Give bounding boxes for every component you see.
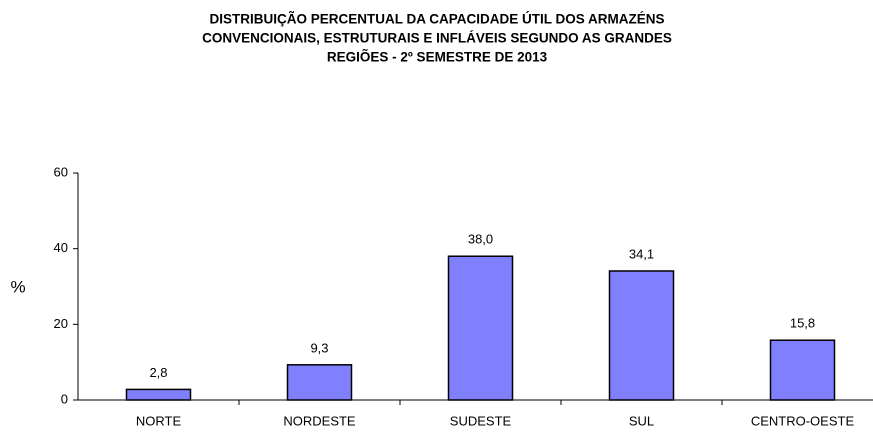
y-tick-label: 20 bbox=[54, 316, 68, 331]
bar bbox=[447, 255, 514, 401]
data-label: 34,1 bbox=[629, 246, 654, 261]
data-label: 2,8 bbox=[149, 365, 167, 380]
y-tick-label: 40 bbox=[54, 240, 68, 255]
data-label: 15,8 bbox=[790, 316, 815, 331]
chart-title: DISTRIBUIÇÃO PERCENTUAL DA CAPACIDADE ÚT… bbox=[209, 12, 664, 27]
data-label: 38,0 bbox=[468, 232, 493, 247]
x-tick-label: SUDESTE bbox=[450, 413, 512, 428]
chart-title: REGIÕES - 2º SEMESTRE DE 2013 bbox=[327, 50, 548, 65]
bar bbox=[125, 388, 192, 401]
x-tick-label: SUL bbox=[629, 413, 654, 428]
x-tick-label: NORTE bbox=[136, 413, 182, 428]
bar bbox=[769, 339, 836, 401]
y-tick-label: 60 bbox=[54, 164, 68, 179]
y-tick-label: 0 bbox=[61, 391, 68, 406]
x-tick-label: CENTRO-OESTE bbox=[751, 413, 855, 428]
chart-title: CONVENCIONAIS, ESTRUTURAIS E INFLÁVEIS S… bbox=[202, 31, 672, 46]
bar bbox=[286, 364, 353, 401]
bar bbox=[608, 270, 675, 401]
data-label: 9,3 bbox=[310, 340, 328, 355]
x-tick-label: NORDESTE bbox=[283, 413, 356, 428]
y-axis-label: % bbox=[10, 277, 25, 296]
